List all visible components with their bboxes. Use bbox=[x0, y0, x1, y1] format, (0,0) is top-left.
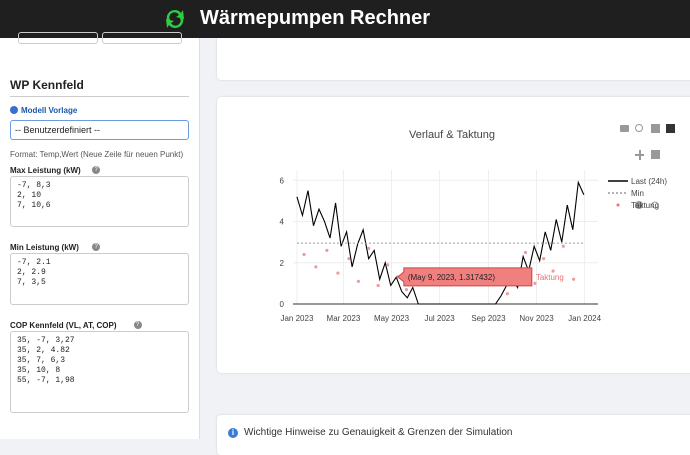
point bbox=[302, 252, 306, 257]
input[interactable] bbox=[18, 32, 98, 44]
text-line: 2, 2.9 bbox=[17, 268, 46, 277]
help-icon: ? bbox=[92, 166, 101, 174]
text-line: 35, -7, 3,27 bbox=[17, 336, 75, 345]
chart: Verlauf & Taktung Jan 2023 Mar 2023 May 20… bbox=[280, 124, 675, 323]
point bbox=[325, 248, 329, 252]
notice-title: Wichtige Hinweise zu Genauigkeit & Grenz… bbox=[244, 427, 513, 438]
app-title: Wärmepumpen Rechner bbox=[200, 7, 431, 29]
chart-card bbox=[217, 97, 690, 373]
point bbox=[505, 292, 509, 296]
x-tick-label: Sep 2023 bbox=[471, 314, 506, 323]
text-line: 35, 2, 4.82 bbox=[17, 346, 70, 355]
sidebar: WP Kennfeld Modell Vorlage -- Benutzerde… bbox=[0, 32, 200, 439]
help-icon: ? bbox=[133, 321, 142, 329]
format-hint: Format: Temp,Wert (Neue Zeile für neuen … bbox=[10, 150, 184, 159]
legend-symbol bbox=[616, 203, 620, 207]
point bbox=[314, 265, 318, 269]
point bbox=[347, 257, 351, 261]
model-select[interactable]: -- Benutzerdefiniert -- bbox=[10, 120, 189, 140]
info-icon: i bbox=[228, 428, 238, 438]
legend-label: Min bbox=[631, 189, 644, 198]
point bbox=[571, 277, 576, 281]
text-line: 35, 7, 6,3 bbox=[17, 356, 66, 365]
point bbox=[561, 244, 565, 248]
point bbox=[356, 279, 361, 283]
text-line: 55, -7, 1,98 bbox=[17, 376, 75, 385]
section-title: WP Kennfeld bbox=[10, 78, 84, 92]
point bbox=[404, 287, 409, 292]
modebar bbox=[620, 124, 675, 209]
text-line: -7, 2.1 bbox=[17, 258, 51, 267]
textarea[interactable]: 35, -7, 3,27 35, 2, 4.82 35, 7, 6,3 35, 10,… bbox=[10, 331, 189, 413]
textarea[interactable]: -7, 2.1 2, 2.9 7, 3,5 bbox=[10, 253, 189, 305]
x-tick-label: Jul 2023 bbox=[424, 314, 455, 323]
text-line: 7, 3,5 bbox=[17, 278, 46, 287]
hover-label: (May 9, 2023, 1.317432) bbox=[408, 273, 496, 282]
legend-label: Taktung bbox=[631, 201, 659, 210]
card bbox=[217, 38, 690, 80]
field-label: COP Kennfeld (VL, AT, COP) bbox=[10, 321, 117, 330]
text-line: 7, 10,6 bbox=[17, 201, 51, 210]
field-label: Min Leistung (kW) bbox=[10, 243, 79, 252]
line bbox=[296, 180, 585, 305]
point bbox=[367, 246, 371, 250]
field-label: Max Leistung (kW) bbox=[10, 166, 81, 175]
point bbox=[523, 250, 528, 255]
y-tick-label: 0 bbox=[280, 300, 285, 309]
icon bbox=[10, 106, 18, 114]
y-tick-label: 4 bbox=[280, 218, 285, 227]
y-tick-label: 2 bbox=[280, 259, 285, 268]
model-label: Modell Vorlage bbox=[21, 106, 78, 115]
point bbox=[533, 281, 537, 285]
chart-title: Verlauf & Taktung bbox=[409, 129, 495, 141]
text-line: -7, 8,3 bbox=[17, 181, 51, 190]
x-tick-label: Jan 2024 bbox=[568, 314, 601, 323]
text-line: 35, 10, 8 bbox=[17, 366, 61, 375]
x-tick-label: Nov 2023 bbox=[519, 314, 554, 323]
input[interactable] bbox=[102, 32, 182, 44]
text-line: 2, 10 bbox=[17, 191, 42, 200]
point bbox=[376, 283, 380, 288]
x-tick-label: Mar 2023 bbox=[327, 314, 361, 323]
hover-box bbox=[397, 267, 533, 287]
legend-label: Last (24h) bbox=[631, 177, 667, 186]
point bbox=[542, 257, 546, 261]
divider bbox=[10, 96, 189, 97]
point bbox=[336, 271, 340, 275]
top-bar: Wärmepumpen Rechner bbox=[0, 0, 690, 38]
hover-trace: Taktung bbox=[536, 273, 564, 282]
textarea[interactable]: -7, 8,3 2, 10 7, 10,6 bbox=[10, 176, 189, 227]
point bbox=[385, 263, 390, 267]
x-tick-label: Jan 2023 bbox=[280, 314, 313, 323]
x-tick-label: May 2023 bbox=[374, 314, 410, 323]
point bbox=[551, 269, 555, 273]
y-tick-label: 6 bbox=[280, 176, 285, 185]
help-icon: ? bbox=[92, 243, 101, 251]
logo bbox=[166, 9, 184, 29]
